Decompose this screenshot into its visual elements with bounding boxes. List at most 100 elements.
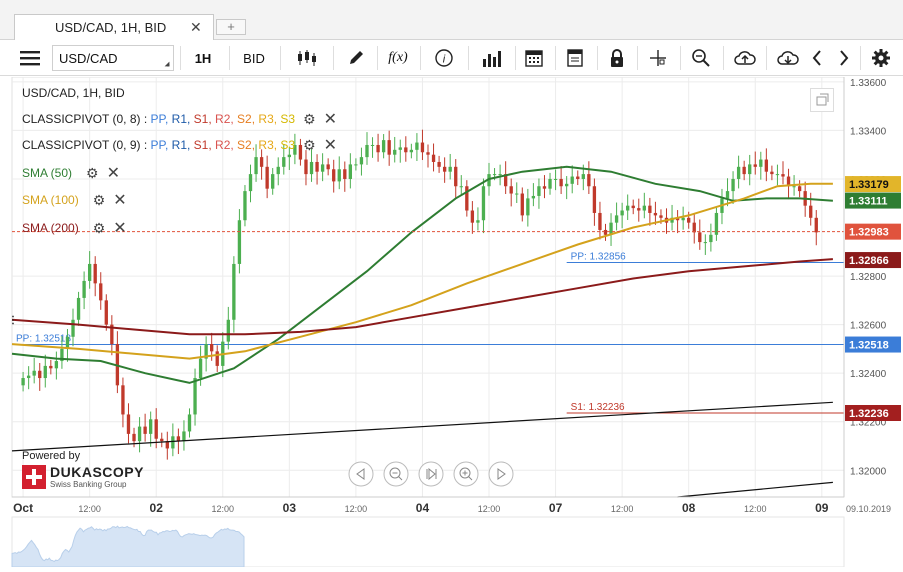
close-icon[interactable]: ✕: [190, 19, 202, 35]
symbol-select[interactable]: USD/CAD: [52, 45, 174, 71]
divider: [280, 46, 281, 70]
pivot-key: S2,: [237, 112, 259, 126]
drag-handle-icon[interactable]: ⋮: [8, 315, 18, 326]
info-button[interactable]: i: [428, 44, 460, 72]
price-chart[interactable]: PP: 1.32856 PP: 1.32518 S1: 1.32236 1.3200…: [0, 76, 903, 568]
candle-body: [748, 164, 752, 175]
candle-body: [254, 157, 258, 175]
candle-body: [381, 140, 386, 153]
divider: [766, 46, 767, 70]
divider: [680, 46, 681, 70]
candle-body: [437, 161, 441, 167]
candle-body: [670, 217, 674, 223]
crosshair-icon: [650, 50, 666, 66]
close-icon[interactable]: ✕: [113, 220, 127, 237]
y-tick-label: 1.33600: [850, 78, 887, 89]
candle-body: [393, 149, 397, 155]
chart-area[interactable]: PP: 1.32856 PP: 1.32518 S1: 1.32236 1.3200…: [0, 76, 903, 568]
scroll-right-button[interactable]: [833, 44, 855, 72]
side-select[interactable]: BID: [235, 44, 273, 72]
candle-body: [587, 174, 591, 187]
settings-button[interactable]: [866, 44, 896, 72]
expand-icon: [816, 93, 829, 106]
info-icon: i: [435, 49, 453, 67]
chart-type-button[interactable]: [288, 44, 328, 72]
price-badge-label: 1.32518: [849, 340, 889, 352]
close-icon[interactable]: ✕: [323, 137, 338, 154]
candle-body: [404, 147, 408, 153]
candle-body: [93, 263, 97, 284]
gear-icon[interactable]: ⚙: [303, 136, 316, 153]
lock-button[interactable]: [602, 44, 632, 72]
candle-body: [65, 336, 70, 349]
zoom-out-icon[interactable]: [383, 461, 410, 488]
volume-button[interactable]: [474, 44, 510, 72]
y-tick-label: 1.32800: [850, 272, 887, 283]
expand-button[interactable]: [810, 88, 834, 112]
candle-body: [698, 232, 702, 243]
tab-usdcad[interactable]: USD/CAD, 1H, BID ✕: [14, 14, 214, 40]
candle-body: [359, 157, 364, 165]
indicators-button[interactable]: f(x): [382, 44, 414, 72]
y-tick-label: 1.32600: [850, 321, 887, 332]
candle-body: [193, 378, 197, 415]
gear-icon[interactable]: ⚙: [92, 219, 106, 236]
tab-label: USD/CAD, 1H, BID: [55, 20, 167, 35]
add-tab-button[interactable]: +: [216, 19, 246, 35]
series-line: [11, 258, 833, 336]
close-icon[interactable]: ✕: [323, 111, 338, 128]
candle-body: [465, 186, 469, 211]
candle-body: [187, 414, 192, 432]
candle-body: [520, 193, 524, 216]
candle-body: [620, 210, 624, 216]
pivot-key: PP,: [150, 138, 172, 152]
candle-body: [304, 159, 308, 175]
candle-body: [176, 436, 181, 442]
x-tick-label: 12:00: [345, 504, 368, 514]
candle-body: [626, 205, 630, 211]
period-select[interactable]: 1H: [184, 44, 222, 72]
candle-body: [32, 370, 36, 376]
candle-body: [736, 166, 741, 179]
pivot-label: PP: 1.32518: [16, 334, 71, 345]
menu-icon[interactable]: [14, 44, 46, 72]
scroll-forward-icon[interactable]: [488, 461, 515, 488]
candle-body: [786, 176, 791, 187]
crosshair-button[interactable]: [642, 44, 674, 72]
draw-button[interactable]: [338, 44, 374, 72]
gear-icon[interactable]: ⚙: [86, 164, 99, 181]
candle-body: [415, 142, 419, 150]
upload-button[interactable]: [727, 44, 763, 72]
close-icon[interactable]: ✕: [113, 192, 127, 209]
bar-chart-icon: [483, 51, 501, 67]
candles: [21, 129, 818, 460]
y-tick-label: 1.32400: [850, 369, 887, 380]
candle-body: [99, 283, 103, 301]
gear-icon[interactable]: ⚙: [303, 110, 316, 127]
navigator-series: [11, 525, 245, 568]
x-tick-label: Oct: [13, 501, 33, 515]
x-tick-label: 12:00: [212, 504, 235, 514]
y-tick-label: 1.32200: [850, 418, 887, 429]
calendar-button[interactable]: [518, 44, 550, 72]
candle-body: [226, 319, 230, 342]
pivot-key: R2,: [215, 138, 238, 152]
candle-body: [498, 174, 502, 176]
download-button[interactable]: [770, 44, 806, 72]
candle-body: [132, 433, 136, 442]
candle-body: [309, 161, 314, 175]
zoom-button[interactable]: [684, 44, 718, 72]
scroll-back-icon[interactable]: [348, 461, 375, 488]
candle-body: [154, 419, 158, 439]
pivot-key: R1,: [171, 112, 194, 126]
candle-body: [143, 426, 147, 434]
candle-body: [642, 205, 646, 211]
x-tick-label: 09: [815, 501, 829, 515]
pivot-key: R3,: [258, 138, 281, 152]
scroll-left-button[interactable]: [806, 44, 828, 72]
zoom-in-icon[interactable]: [453, 461, 480, 488]
settings-template-button[interactable]: [558, 44, 592, 72]
gear-icon[interactable]: ⚙: [92, 191, 106, 208]
reset-view-icon[interactable]: [418, 461, 445, 488]
close-icon[interactable]: ✕: [106, 165, 120, 182]
